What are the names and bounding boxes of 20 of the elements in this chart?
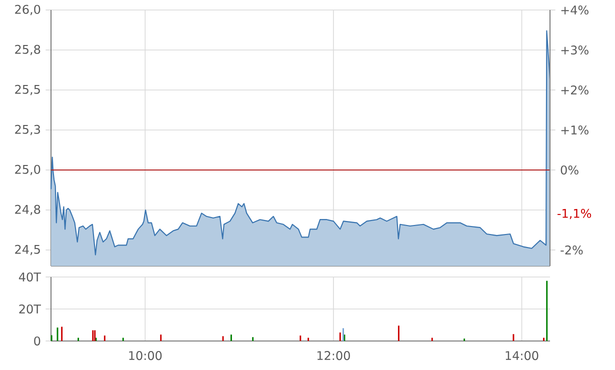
y-tick-label: 25,8 bbox=[15, 44, 40, 56]
y-tick-label: 0 bbox=[34, 336, 40, 346]
y-tick-label: 25,3 bbox=[15, 124, 40, 136]
y-tick-label: 24,5 bbox=[15, 244, 40, 256]
y2-tick-label: -2% bbox=[560, 245, 583, 255]
y-tick-label: 24,8 bbox=[15, 204, 40, 216]
y-tick-label: 26,0 bbox=[15, 4, 40, 16]
x-tick-label: 10:00 bbox=[129, 351, 162, 360]
y2-tick-label: +3% bbox=[561, 45, 588, 55]
y2-tick-label: +1% bbox=[561, 125, 588, 135]
y2-tick-label: 0% bbox=[560, 165, 578, 175]
y-tick-label: 25,0 bbox=[15, 164, 40, 176]
y-tick-label: 25,5 bbox=[15, 84, 40, 96]
annotation: -1,1% bbox=[558, 208, 592, 220]
y2-tick-label: +4% bbox=[561, 5, 588, 15]
y-tick-label: 40T bbox=[18, 272, 41, 282]
y-tick-label: 20T bbox=[19, 304, 41, 314]
y2-tick-label: +2% bbox=[561, 85, 588, 95]
x-tick-label: 12:00 bbox=[317, 351, 350, 360]
x-tick-label: 14:00 bbox=[506, 351, 538, 360]
